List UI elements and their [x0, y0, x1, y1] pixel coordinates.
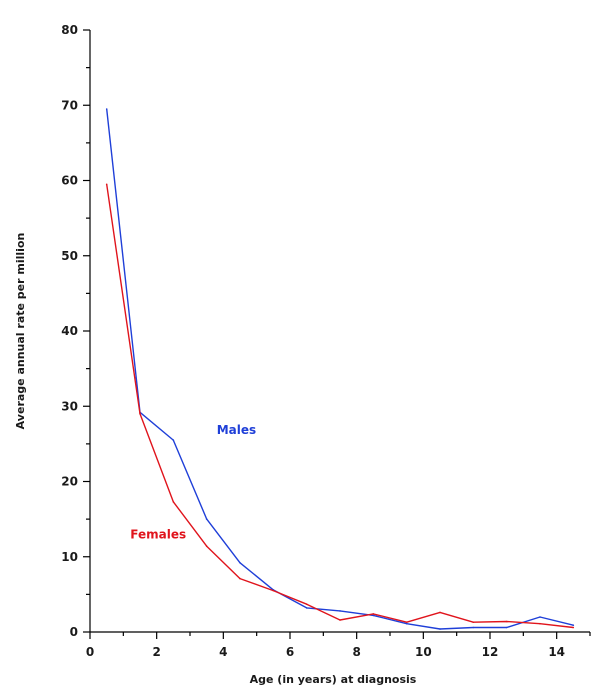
y-tick-label: 30 [61, 399, 78, 413]
data-point-females [139, 413, 141, 415]
data-point-females [305, 603, 308, 605]
y-tick-label: 20 [61, 475, 78, 489]
y-tick-label: 40 [61, 324, 78, 338]
data-point-males [405, 622, 408, 625]
y-axis-title: Average annual rate per million [14, 233, 27, 430]
y-tick-label: 60 [61, 174, 78, 188]
data-point-females [239, 577, 241, 580]
data-point-males [472, 626, 475, 629]
x-tick-label: 4 [219, 645, 227, 659]
data-point-males [339, 610, 341, 612]
y-tick-label: 80 [61, 23, 78, 37]
data-point-males [372, 614, 375, 617]
series-lines [105, 108, 575, 630]
data-point-females [539, 622, 541, 625]
data-point-females [105, 183, 108, 186]
series-label-males: Males [217, 423, 256, 437]
series-line-females [106, 184, 574, 629]
data-point-males [239, 562, 241, 564]
x-tick-label: 12 [482, 645, 499, 659]
data-point-males [105, 108, 108, 110]
x-tick-label: 0 [86, 645, 94, 659]
series-label-females: Females [130, 528, 186, 542]
plot-area: 0 10 20 30 40 50 60 70 80 0 2 4 6 8 10 12 14 Males Femal… [61, 23, 591, 659]
y-tick-label: 50 [61, 249, 78, 263]
y-tick-label: 0 [70, 625, 78, 639]
y-tick-label: 70 [61, 98, 78, 112]
data-point-females [472, 621, 475, 623]
data-point-males [439, 628, 441, 630]
x-tick-label: 8 [352, 645, 360, 659]
data-point-females [205, 545, 208, 547]
y-axis-ticks: 0 10 20 30 40 50 60 70 80 [61, 23, 90, 639]
data-point-females [405, 621, 408, 623]
data-point-females [172, 501, 175, 503]
data-point-males [205, 518, 208, 520]
data-point-females [272, 589, 275, 592]
data-point-males [539, 616, 541, 618]
x-axis-title: Age (in years) at diagnosis [250, 673, 417, 686]
data-point-males [505, 626, 508, 629]
x-tick-label: 6 [286, 645, 294, 659]
data-point-males [172, 439, 175, 441]
data-point-females [505, 620, 508, 623]
x-axis-ticks: 0 2 4 6 8 10 12 14 [86, 632, 591, 659]
y-tick-label: 10 [61, 550, 78, 564]
data-point-females [572, 626, 575, 629]
x-tick-label: 14 [548, 645, 565, 659]
series-labels: Males Females [130, 423, 256, 541]
data-point-males [572, 624, 575, 626]
x-tick-label: 10 [415, 645, 432, 659]
data-point-females [372, 613, 375, 615]
data-point-males [305, 607, 308, 609]
data-point-females [439, 611, 441, 614]
data-point-females [339, 619, 341, 621]
series-line-males [106, 108, 574, 630]
x-tick-label: 2 [152, 645, 160, 659]
